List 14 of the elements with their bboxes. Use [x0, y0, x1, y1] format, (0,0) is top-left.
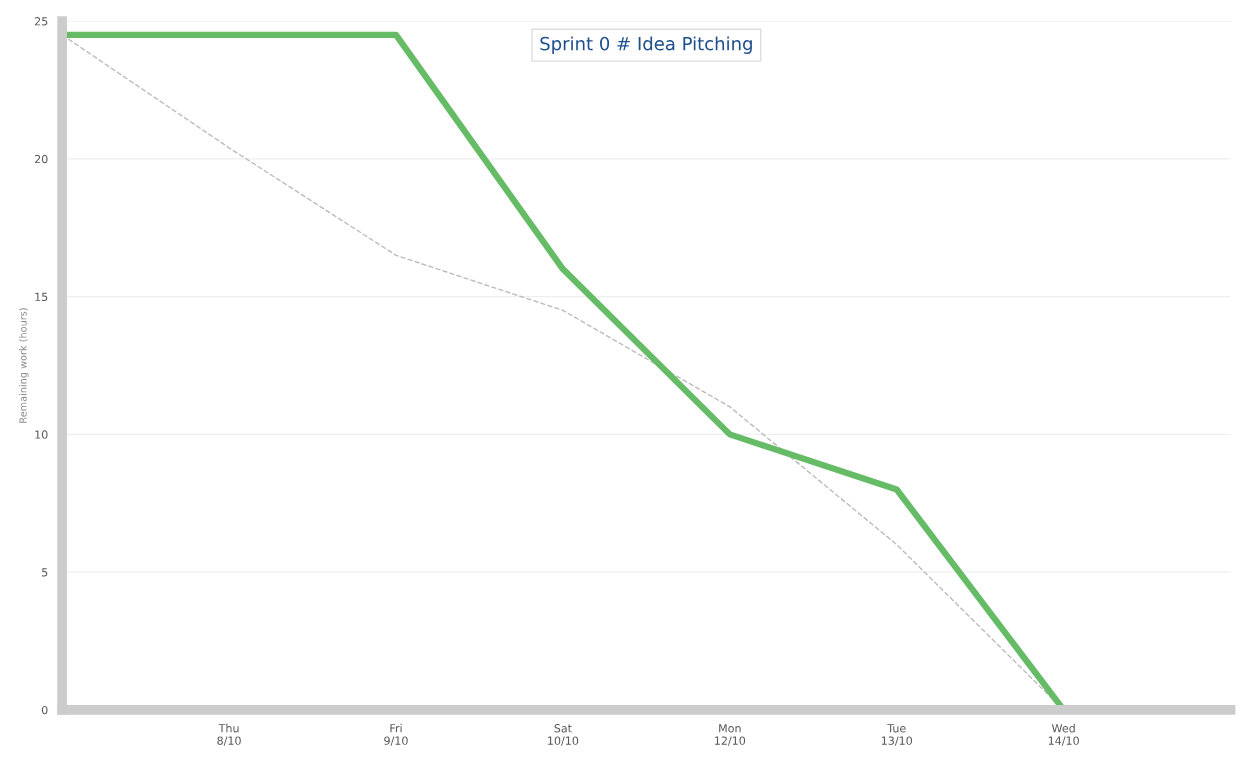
- y-tick-label: 15: [35, 292, 48, 301]
- y-tick-label: 5: [42, 568, 48, 577]
- x-tick-label: Sat 10/10: [548, 724, 579, 746]
- x-tick-label: Thu 8/10: [217, 723, 241, 746]
- text: Sprint 0 # Idea Pitching: [540, 36, 752, 54]
- y-tick-label: 10: [35, 430, 48, 439]
- y-tick-label: 0: [41, 705, 48, 715]
- y-tick-label: 20: [34, 154, 48, 164]
- y-tick-label: 25: [34, 17, 48, 26]
- x-tick-label: Mon 12/10: [715, 724, 746, 746]
- x-tick-label: Tue 13/10: [881, 724, 913, 746]
- y-axis-title: Remaining work (hours): [19, 308, 29, 423]
- x-tick-label: Wed 14/10: [1048, 723, 1079, 746]
- x-tick-label: Fri 9/10: [384, 723, 408, 746]
